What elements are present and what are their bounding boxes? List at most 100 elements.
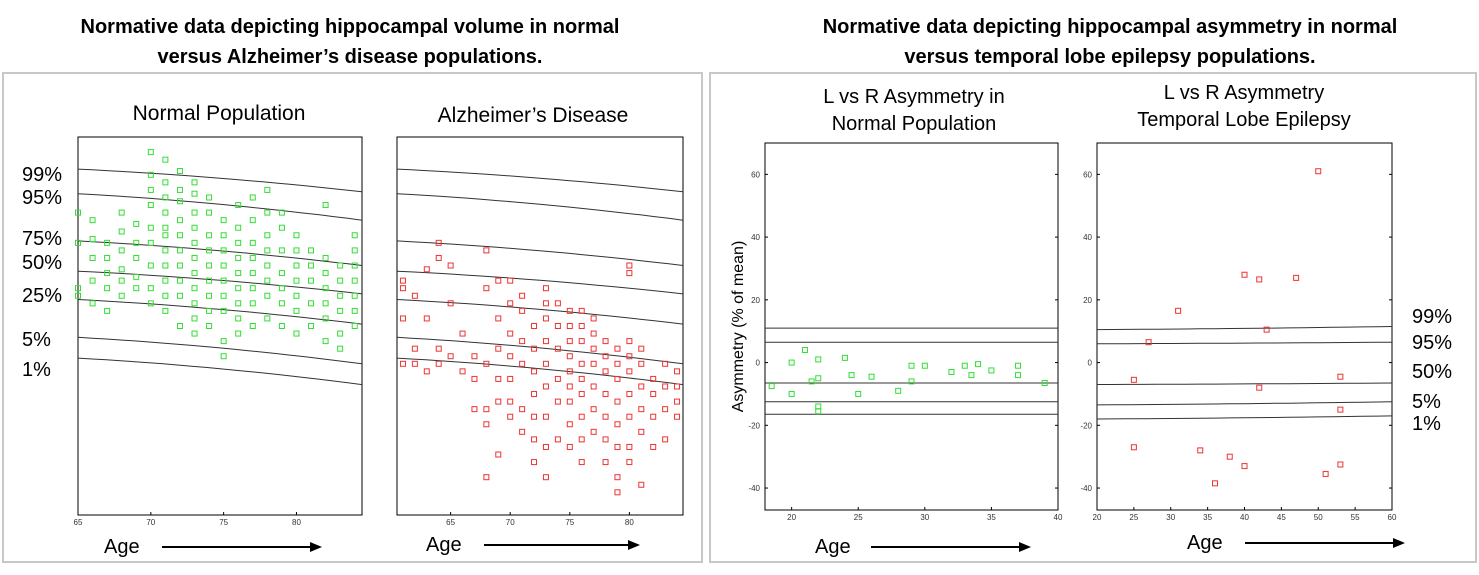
x-tick-label: 75: [565, 518, 574, 527]
data-point: [278, 247, 285, 254]
data-point: [542, 300, 549, 307]
x-tick-label: 25: [1129, 513, 1138, 522]
data-point: [249, 300, 256, 307]
data-point: [220, 292, 227, 299]
data-point: [674, 383, 681, 390]
data-point: [1315, 168, 1322, 175]
data-point: [519, 428, 526, 435]
data-point: [507, 398, 514, 405]
data-point: [554, 375, 561, 382]
axis-arrow-head: [628, 540, 640, 550]
data-point: [650, 375, 657, 382]
y-tick-label: -40: [748, 484, 760, 493]
data-point: [578, 391, 585, 398]
data-point: [1241, 463, 1248, 470]
percentile-label-right: 1%: [1412, 413, 1441, 435]
data-point: [337, 262, 344, 269]
data-point: [662, 360, 669, 367]
data-point: [566, 368, 573, 375]
data-point: [542, 474, 549, 481]
data-point: [322, 202, 329, 209]
data-point: [206, 262, 213, 269]
data-point: [191, 209, 198, 216]
data-point: [220, 307, 227, 314]
data-point: [293, 292, 300, 299]
data-point: [788, 390, 795, 397]
data-point: [249, 323, 256, 329]
data-point: [399, 285, 406, 292]
data-point: [578, 360, 585, 367]
data-point: [908, 378, 915, 385]
data-point: [483, 474, 490, 481]
data-point: [590, 330, 597, 337]
data-point: [1015, 372, 1022, 379]
data-point: [235, 330, 242, 337]
data-point: [626, 270, 633, 277]
data-point: [507, 375, 514, 382]
data-point: [626, 443, 633, 450]
data-point: [519, 292, 526, 299]
data-point: [841, 354, 848, 361]
data-point: [104, 254, 111, 261]
data-point: [191, 254, 198, 261]
chart-title-line: Temporal Lobe Epilepsy: [1137, 109, 1350, 131]
x-tick-label: 60: [1388, 513, 1397, 522]
percentile-curve-95pct: [396, 193, 684, 221]
data-point: [322, 300, 329, 307]
data-point: [921, 362, 928, 369]
plot-frame: [396, 136, 684, 516]
data-point: [278, 270, 285, 277]
data-point: [351, 323, 358, 329]
data-point: [1337, 461, 1344, 468]
data-point: [249, 239, 256, 246]
data-point: [531, 436, 538, 443]
data-point: [638, 383, 645, 390]
data-point: [495, 345, 502, 352]
data-point: [220, 277, 227, 284]
data-point: [968, 372, 975, 379]
data-point: [147, 171, 154, 178]
data-point: [308, 247, 315, 254]
data-point: [176, 217, 183, 224]
data-point: [435, 239, 442, 246]
data-point: [220, 217, 227, 224]
data-point: [961, 362, 968, 369]
data-point: [75, 285, 81, 292]
left-heading-line-2: versus Alzheimer’s disease populations.: [157, 46, 543, 68]
y-tick-label: 40: [751, 233, 760, 242]
data-point: [471, 406, 478, 413]
data-point: [308, 300, 315, 307]
data-point: [1041, 379, 1048, 386]
data-point: [133, 220, 140, 227]
data-point: [264, 262, 271, 269]
data-point: [206, 277, 213, 284]
data-point: [626, 368, 633, 375]
data-point: [1130, 444, 1137, 451]
data-point: [435, 360, 442, 367]
data-point: [1212, 480, 1218, 487]
data-point: [220, 262, 227, 269]
data-point: [399, 315, 406, 322]
percentile-curve-99pct: [1096, 326, 1393, 331]
data-point: [948, 368, 955, 375]
data-point: [483, 247, 490, 254]
data-point: [542, 285, 549, 292]
data-point: [495, 315, 502, 322]
data-point: [399, 360, 406, 367]
data-point: [118, 209, 125, 216]
data-point: [162, 292, 169, 299]
data-point: [650, 413, 657, 420]
percentile-curve-99pct: [396, 168, 684, 193]
percentile-curve-25pct: [396, 299, 684, 325]
data-point: [176, 168, 183, 175]
data-point: [133, 273, 140, 280]
data-point: [235, 239, 242, 246]
data-point: [578, 459, 585, 466]
data-point: [89, 277, 96, 284]
x-tick-label: 35: [1203, 513, 1212, 522]
data-point: [235, 300, 242, 307]
data-point: [578, 375, 585, 382]
percentile-curve-99pct: [77, 168, 363, 193]
data-point: [975, 361, 982, 368]
data-point: [293, 307, 300, 314]
